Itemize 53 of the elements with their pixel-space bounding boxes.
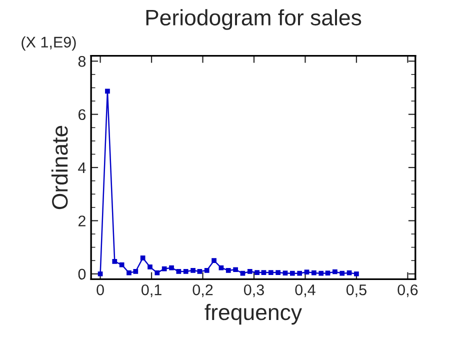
- point: [105, 88, 110, 94]
- point: [197, 269, 202, 274]
- y-axis-title: Ordinate: [51, 126, 68, 210]
- y-tick-label: 6: [78, 109, 86, 120]
- point: [240, 270, 246, 276]
- point: [282, 270, 288, 276]
- point: [325, 270, 330, 276]
- point: [276, 270, 281, 275]
- point: [297, 270, 302, 276]
- point: [312, 270, 316, 276]
- point: [226, 268, 231, 273]
- point: [190, 268, 196, 273]
- point: [290, 270, 295, 276]
- chart-title: Periodogram for sales: [146, 9, 362, 30]
- point: [354, 271, 359, 276]
- point: [98, 271, 103, 276]
- point: [112, 258, 118, 264]
- y-tick-label: 2: [78, 216, 86, 226]
- y-tick-label: 0: [78, 268, 86, 280]
- point: [176, 269, 182, 274]
- x-tick-label: 0,4: [295, 284, 316, 298]
- point: [332, 269, 338, 274]
- x-tick-label: 0,5: [346, 284, 366, 298]
- x-tick-label: 0,1: [142, 284, 162, 298]
- point: [268, 270, 274, 275]
- x-axis-title: frequency: [204, 304, 302, 325]
- point: [261, 270, 266, 275]
- point: [126, 270, 132, 276]
- text: (X 1,E9): [22, 36, 76, 51]
- point: [254, 270, 260, 275]
- point: [304, 270, 310, 274]
- y-tick-label: 4: [78, 162, 86, 174]
- point: [233, 267, 238, 272]
- point: [119, 262, 124, 268]
- point: [204, 268, 210, 273]
- x-tick-label: 0,2: [192, 284, 213, 298]
- y-tick-label: 8: [78, 56, 86, 67]
- point: [218, 265, 224, 270]
- point: [169, 265, 174, 270]
- x-tick-label: 0,3: [244, 284, 264, 298]
- point: [154, 270, 160, 276]
- point: [340, 270, 345, 276]
- point: [212, 258, 216, 264]
- point: [133, 269, 138, 274]
- point: [247, 269, 252, 274]
- point: [140, 255, 146, 260]
- point: [148, 264, 152, 270]
- x-tick-label: 0,6: [398, 284, 418, 298]
- point: [183, 269, 188, 274]
- x-tick-label: 0: [96, 284, 104, 296]
- point: [318, 270, 324, 276]
- point: [346, 270, 352, 276]
- point: [162, 266, 167, 272]
